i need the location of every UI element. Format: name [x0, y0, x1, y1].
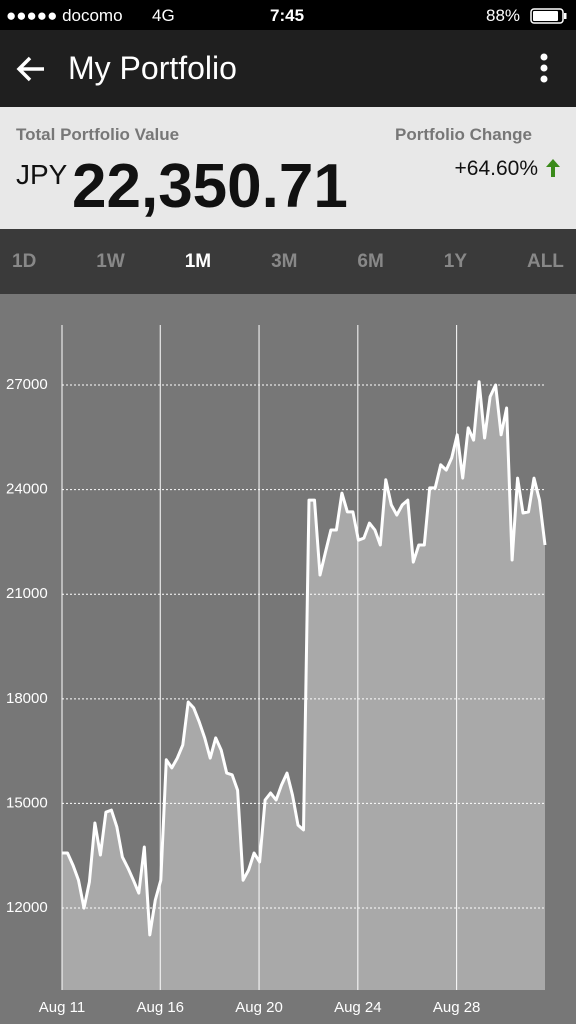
portfolio-value: 22,350.71: [72, 152, 348, 221]
price-line: [62, 380, 547, 937]
y-tick-label: 24000: [6, 481, 48, 498]
carrier: ●●●●● docomo: [6, 6, 123, 25]
screen-title: My Portfolio: [68, 50, 237, 86]
range-tab[interactable]: 1Y: [443, 250, 468, 272]
up-arrow: [546, 159, 560, 177]
x-tick-label: Aug 16: [136, 999, 184, 1016]
range-tab[interactable]: 3M: [271, 250, 298, 272]
y-tick-label: 12000: [6, 899, 48, 916]
y-tick-label: 18000: [6, 690, 48, 707]
x-tick-label: Aug 20: [235, 999, 283, 1016]
back-button[interactable]: [14, 52, 48, 86]
y-tick-label: 27000: [6, 376, 48, 393]
x-tick-label: Aug 28: [433, 999, 481, 1016]
chart: 12000 15000 18000 21000 24000 27000 Aug 11 Aug …: [6, 325, 547, 1016]
battery-icon: [530, 8, 567, 24]
x-tick-label: Aug 24: [334, 999, 382, 1016]
menu-button[interactable]: [536, 52, 552, 86]
range-tab[interactable]: 1W: [96, 250, 125, 272]
network: 4G: [152, 6, 175, 25]
app-bar: My Portfolio: [0, 30, 576, 107]
portfolio-change: +64.60%: [454, 157, 539, 180]
range-tab[interactable]: ALL: [526, 250, 564, 272]
x-tick-label: Aug 11: [39, 999, 85, 1016]
time: 7:45: [270, 6, 305, 25]
status-bar: ●●●●● docomo 4G 7:45 88%: [0, 0, 576, 30]
range-tabs: 1D 1W 1M 3M 6M 1Y ALL: [0, 229, 576, 294]
range-tab[interactable]: 1M: [184, 250, 212, 272]
value-label: Total Portfolio Value: [16, 125, 180, 144]
area-fill: [62, 381, 545, 990]
y-tick-label: 15000: [6, 794, 48, 811]
portfolio-summary: Total Portfolio Value Portfolio Change J…: [0, 107, 576, 229]
y-tick-label: 21000: [6, 585, 48, 602]
range-tab[interactable]: 1D: [12, 250, 37, 272]
change-label: Portfolio Change: [395, 125, 532, 144]
range-tab[interactable]: 6M: [357, 250, 384, 272]
battery-level: 88%: [486, 6, 521, 25]
currency: JPY: [16, 159, 68, 190]
